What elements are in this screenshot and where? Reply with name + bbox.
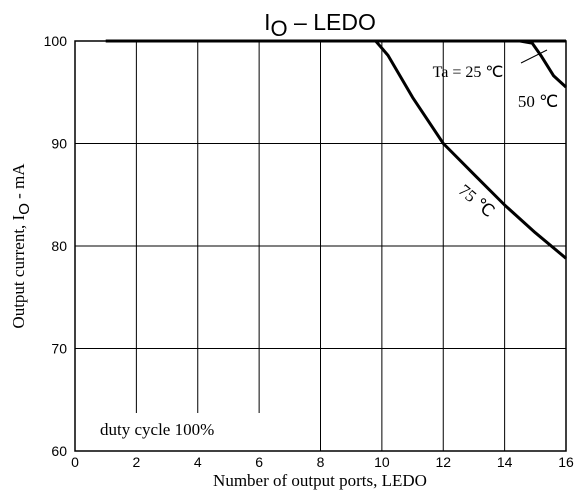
y-tick-label: 100 <box>44 33 68 49</box>
x-tick-label: 2 <box>132 454 140 470</box>
chart-title: IO – LEDO <box>264 9 376 41</box>
series-label-25c: Ta = 25 ℃ <box>433 64 504 81</box>
y-tick-label: 70 <box>51 341 67 357</box>
leader-line-25c <box>520 49 548 64</box>
annotation-duty-cycle: duty cycle 100% <box>100 420 214 439</box>
series-label-75c: 75 ℃ <box>455 181 498 221</box>
tick-labels: 0 2 4 6 8 10 12 14 16 60 70 80 90 100 <box>44 33 574 470</box>
chart-title-subscript: O <box>271 16 288 41</box>
series-label-50c: 50 ℃ <box>518 92 558 111</box>
x-tick-label: 0 <box>71 454 79 470</box>
x-tick-label: 10 <box>374 454 390 470</box>
x-tick-label: 14 <box>497 454 513 470</box>
y-tick-label: 80 <box>51 238 67 254</box>
y-axis-label: Output current, IO - mA <box>9 163 33 329</box>
y-axis-label-subscript: O <box>16 203 33 215</box>
x-tick-label: 6 <box>255 454 263 470</box>
y-tick-label: 90 <box>51 136 67 152</box>
y-tick-label: 60 <box>51 443 67 459</box>
series-line-75c <box>374 40 567 260</box>
x-tick-label: 16 <box>558 454 574 470</box>
plot-frame <box>74 40 567 452</box>
x-tick-label: 8 <box>317 454 325 470</box>
series-line-50c <box>519 39 568 89</box>
grid <box>75 41 566 451</box>
x-tick-label: 12 <box>435 454 451 470</box>
x-tick-label: 4 <box>194 454 202 470</box>
x-axis-label: Number of output ports, LEDO <box>213 471 427 490</box>
